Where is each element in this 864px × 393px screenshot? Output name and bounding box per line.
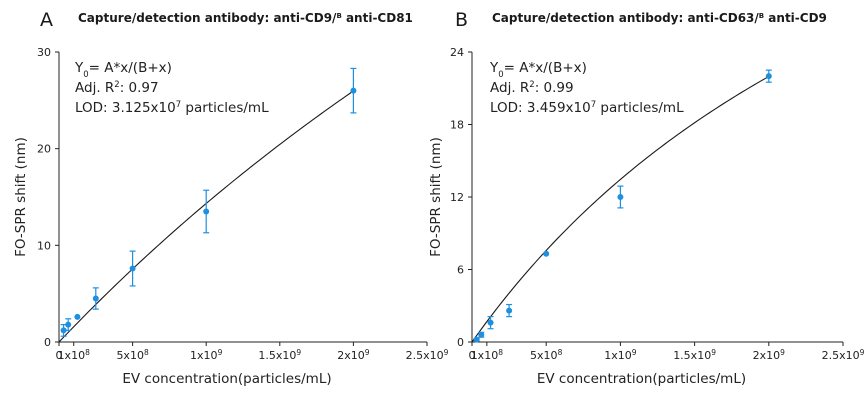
data-point — [74, 313, 81, 320]
x-tick-label: 2.5x109 — [822, 348, 864, 363]
data-point — [487, 319, 494, 326]
x-tick-label: 1x108 — [471, 348, 504, 363]
data-point — [129, 265, 136, 272]
fit-lod: LOD: 3.125x107 particles/mL — [75, 100, 269, 116]
fit-r-squared: Adj. R2: 0.99 — [490, 80, 574, 96]
x-tick-label: 1x108 — [58, 348, 91, 363]
fit-r-squared: Adj. R2: 0.97 — [75, 80, 159, 96]
panel-title: Capture/detection antibody: anti-CD9/B a… — [78, 11, 413, 25]
fit-lod: LOD: 3.459x107 particles/mL — [490, 100, 684, 116]
y-tick-label: 6 — [457, 264, 464, 277]
panel-title: Capture/detection antibody: anti-CD63/B … — [492, 11, 827, 25]
x-tick-label: 1x109 — [190, 348, 223, 363]
x-tick-label: 2x109 — [337, 348, 370, 363]
data-point — [60, 327, 67, 334]
data-point — [92, 295, 99, 302]
y-tick-label: 30 — [37, 46, 51, 59]
x-tick-label: 0 — [469, 349, 476, 362]
x-tick-label: 2.5x109 — [406, 348, 449, 363]
y-tick-label: 24 — [450, 46, 464, 59]
data-point — [506, 307, 513, 314]
x-axis-label: EV concentration(particles/mL) — [122, 371, 331, 387]
data-point — [65, 321, 72, 328]
x-tick-label: 5x108 — [116, 348, 149, 363]
y-tick-label: 0 — [457, 336, 464, 349]
panel-letter: A — [40, 9, 53, 31]
x-tick-label: 1x109 — [604, 348, 637, 363]
data-point — [765, 73, 772, 80]
x-tick-label: 2x109 — [753, 348, 786, 363]
x-tick-label: 1.5x109 — [258, 348, 301, 363]
data-point — [473, 336, 480, 343]
fit-curve — [471, 75, 770, 343]
y-tick-label: 10 — [37, 239, 51, 252]
fit-equation: Y0= A*x/(B+x) — [74, 60, 172, 80]
data-point — [478, 331, 485, 338]
data-point — [350, 87, 357, 94]
y-axis-label: FO-SPR shift (nm) — [428, 137, 444, 257]
data-point — [203, 208, 210, 215]
y-tick-label: 12 — [450, 191, 464, 204]
panel-a: A Capture/detection antibody: anti-CD9/B … — [13, 9, 449, 387]
x-tick-label: 0 — [56, 349, 63, 362]
x-tick-label: 5x108 — [530, 348, 563, 363]
y-tick-label: 18 — [450, 119, 464, 132]
panel-letter: B — [455, 9, 468, 31]
x-tick-label: 1.5x109 — [673, 348, 716, 363]
data-point — [617, 194, 624, 200]
y-tick-label: 20 — [37, 143, 51, 156]
y-tick-label: 0 — [44, 336, 51, 349]
data-point — [543, 250, 550, 257]
panel-b: B Capture/detection antibody: anti-CD63/B… — [428, 9, 864, 387]
y-axis-label: FO-SPR shift (nm) — [13, 137, 29, 257]
x-axis-label: EV concentration(particles/mL) — [537, 371, 746, 387]
fit-equation: Y0= A*x/(B+x) — [489, 60, 587, 80]
